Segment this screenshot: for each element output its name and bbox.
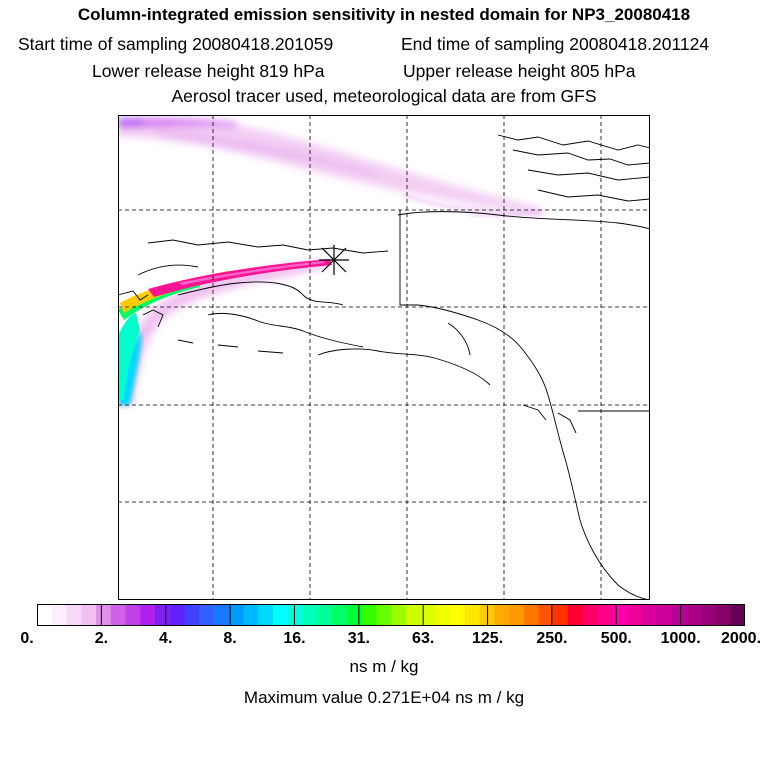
sensitivity-map — [118, 115, 650, 600]
colorbar-cell — [51, 604, 67, 626]
plot-title: Column-integrated emission sensitivity i… — [77, 5, 691, 24]
colorbar-cell — [700, 604, 716, 626]
colorbar-cell — [317, 604, 333, 626]
colorbar-tick-label: 2. — [94, 630, 109, 647]
colorbar-cell — [509, 604, 525, 626]
colorbar-dividers — [100, 604, 682, 626]
coastlines — [118, 134, 650, 600]
arctic-plume-band — [118, 116, 548, 215]
borders — [399, 210, 650, 412]
colorbar-cell — [169, 604, 185, 626]
colorbar-tick-label: 0. — [20, 630, 34, 647]
colorbar-cell — [450, 604, 466, 626]
tracer-info: Aerosol tracer used, meteorological data… — [171, 86, 597, 106]
max-value-label: Maximum value 0.271E+04 ns m / kg — [243, 688, 525, 707]
colorbar-cell — [346, 604, 362, 626]
colorbar-tick-label: 250. — [536, 630, 568, 647]
colorbar-cell — [110, 604, 126, 626]
colorbar-cell — [302, 604, 318, 626]
colorbar-cell — [287, 604, 303, 626]
colorbar-cell — [420, 604, 436, 626]
colorbar-cell — [391, 604, 407, 626]
colorbar-cells — [37, 604, 745, 626]
colorbar-cell — [258, 604, 274, 626]
colorbar-tick-label: 4. — [159, 630, 173, 647]
colorbar-tick-label: 63. — [412, 630, 435, 647]
colorbar-cell — [214, 604, 230, 626]
colorbar-cell — [81, 604, 97, 626]
map-background — [118, 115, 650, 600]
colorbar-tick-label: 16. — [283, 630, 306, 647]
colorbar-cell — [155, 604, 171, 626]
colorbar-cell — [568, 604, 584, 626]
colorbar-cell — [184, 604, 200, 626]
colorbar-cell — [494, 604, 510, 626]
colorbar-frame — [37, 604, 745, 626]
units-label: ns m / kg — [349, 657, 419, 676]
colorbar-cell — [730, 604, 745, 626]
colorbar-cell — [140, 604, 156, 626]
colorbar-tick-label: 1000. — [660, 630, 701, 647]
colorbar — [37, 604, 745, 626]
colorbar-cell — [523, 604, 539, 626]
release-upper: Upper release height 805 hPa — [403, 61, 636, 81]
colorbar-cell — [671, 604, 687, 626]
colorbar-tick-label: 2000. — [720, 630, 762, 647]
colorbar-cell — [479, 604, 495, 626]
graticule — [118, 115, 650, 600]
colorbar-cell — [582, 604, 598, 626]
colorbar-tick-label: 125. — [471, 630, 504, 647]
release-lower: Lower release height 819 hPa — [92, 61, 325, 81]
colorbar-cell — [376, 604, 392, 626]
colorbar-cell — [538, 604, 554, 626]
colorbar-cell — [553, 604, 569, 626]
colorbar-cell — [405, 604, 421, 626]
colorbar-cell — [612, 604, 628, 626]
colorbar-cell — [273, 604, 289, 626]
main-plume — [118, 259, 332, 405]
colorbar-cell — [361, 604, 377, 626]
colorbar-cell — [597, 604, 613, 626]
colorbar-tick-label: 31. — [347, 630, 370, 647]
colorbar-cell — [243, 604, 259, 626]
colorbar-cell — [96, 604, 112, 626]
colorbar-cell — [627, 604, 643, 626]
colorbar-cell — [66, 604, 82, 626]
colorbar-cell — [435, 604, 451, 626]
colorbar-cell — [228, 604, 244, 626]
colorbar-cell — [656, 604, 672, 626]
colorbar-cell — [125, 604, 141, 626]
release-point-marker — [319, 245, 349, 275]
colorbar-cell — [199, 604, 215, 626]
sampling-start: Start time of sampling 20080418.201059 — [18, 34, 334, 54]
colorbar-cell — [715, 604, 731, 626]
colorbar-cell — [464, 604, 480, 626]
colorbar-tick-label: 500. — [600, 630, 632, 647]
sampling-end: End time of sampling 20080418.201124 — [401, 34, 710, 54]
colorbar-cell — [37, 604, 53, 626]
colorbar-cell — [641, 604, 657, 626]
colorbar-tick-label: 8. — [223, 630, 237, 647]
map-frame — [118, 115, 650, 600]
colorbar-cell — [686, 604, 702, 626]
colorbar-cell — [332, 604, 348, 626]
